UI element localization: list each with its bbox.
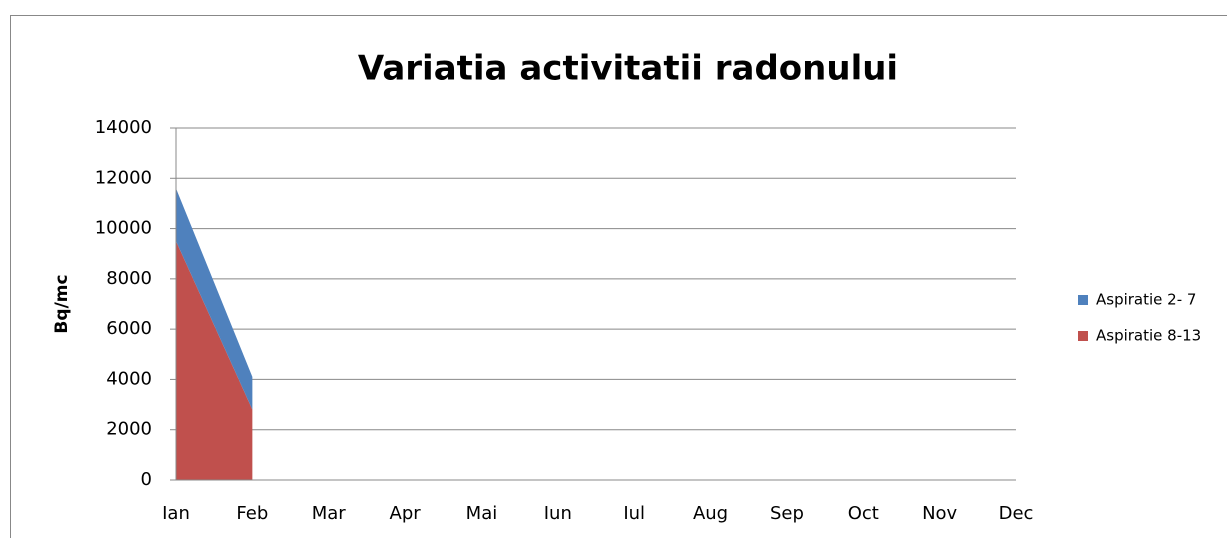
legend-swatch [1078, 331, 1088, 341]
x-tick-label: Ian [162, 503, 190, 524]
x-tick-label: Aug [693, 503, 728, 524]
x-tick-label: Oct [848, 503, 879, 524]
y-tick-label: 6000 [106, 318, 152, 339]
x-tick-label: Iul [623, 503, 645, 524]
chart-title: Variatia activitatii radonului [358, 49, 898, 89]
y-tick-label: 8000 [106, 268, 152, 289]
y-tick-label: 2000 [106, 419, 152, 440]
x-tick-label: Sep [770, 503, 804, 524]
area [176, 241, 253, 480]
legend-swatch [1078, 295, 1088, 305]
x-tick-label: Mai [466, 503, 498, 524]
x-tick-label: Iun [544, 503, 572, 524]
y-tick-label: 4000 [106, 368, 152, 389]
x-tick-label: Apr [390, 503, 422, 524]
y-axis-title: Bq/mc [52, 274, 72, 333]
x-tick-label: Feb [236, 503, 268, 524]
x-tick-label: Dec [999, 503, 1034, 524]
x-tick-label: Mar [312, 503, 347, 524]
y-tick-label: 0 [141, 469, 152, 490]
x-tick-label: Nov [922, 503, 957, 524]
y-tick-label: 14000 [95, 117, 152, 138]
y-tick-label: 12000 [95, 167, 152, 188]
legend-label: Aspiratie 2- 7 [1096, 291, 1196, 309]
area [176, 188, 253, 410]
legend-label: Aspiratie 8-13 [1096, 327, 1201, 345]
y-tick-label: 10000 [95, 218, 152, 239]
